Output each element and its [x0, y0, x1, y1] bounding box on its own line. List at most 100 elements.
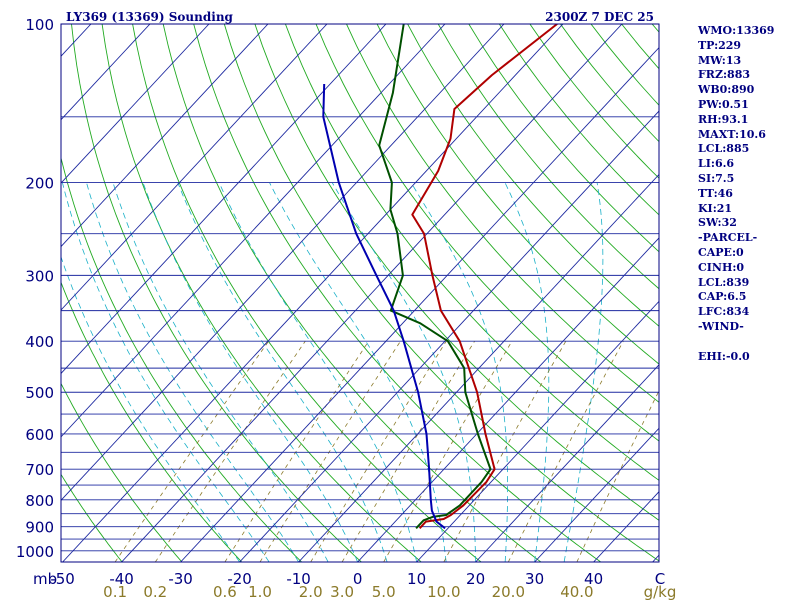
isotherm: [534, 427, 659, 562]
mixing-ratio-label: 2.0: [299, 583, 323, 600]
temperature-profile: [411, 24, 558, 529]
background-grid: [0, 24, 659, 562]
sounding-profiles: [322, 24, 558, 530]
index-item: SI:7.5: [698, 171, 735, 185]
isotherm: [61, 24, 269, 248]
mixing-ratio-unit: g/kg: [644, 583, 677, 600]
y-axis-label: mb: [33, 570, 57, 588]
moist-adiabat: [86, 182, 299, 562]
isotherm: [475, 364, 659, 562]
moist-adiabat: [504, 182, 550, 562]
index-item: TP:229: [698, 38, 742, 52]
temperature-tick-label: 20: [466, 570, 485, 588]
dry-adiabat: [315, 24, 659, 442]
index-item: -WIND-: [698, 319, 744, 333]
parcel-profile: [322, 83, 446, 530]
dry-adiabat: [132, 24, 482, 562]
isotherm: [0, 24, 32, 562]
index-item: RH:93.1: [698, 112, 749, 126]
isotherm: [239, 110, 659, 562]
mixing-ratio-label: 0.6: [213, 583, 237, 600]
index-item: KI:21: [698, 201, 733, 215]
pressure-tick-label: 100: [25, 16, 54, 34]
index-item: WMO:13369: [698, 24, 775, 37]
mixing-ratio-label: 40.0: [560, 583, 593, 600]
temperature-tick-label: -10: [286, 570, 311, 588]
dry-adiabat: [376, 24, 659, 365]
index-item: FRZ:883: [698, 68, 751, 82]
index-item: LI:6.6: [698, 157, 735, 171]
temperature-tick-label: -50: [50, 570, 75, 588]
dry-adiabat: [284, 24, 659, 481]
mixing-ratio-label: 0.1: [103, 583, 127, 600]
stability-indices-panel: WMO:13369 TP:229 MW:13 FRZ:883 WB0:890 PW:0.5…: [698, 24, 774, 364]
index-item: CINH:0: [698, 260, 745, 274]
dry-adiabat: [254, 24, 659, 521]
mixing-ratio-line: [443, 341, 567, 562]
index-item: MW:13: [698, 53, 742, 67]
dry-adiabat: [61, 281, 243, 562]
dry-adiabat: [162, 24, 542, 562]
index-item: WB0:890: [698, 83, 755, 97]
dry-adiabat: [61, 382, 183, 562]
mixing-ratio-label: 3.0: [330, 583, 354, 600]
mixing-ratio-line: [310, 340, 447, 562]
isotherm: [416, 300, 659, 562]
pressure-tick-label: 600: [25, 426, 54, 444]
moist-adiabat: [177, 182, 388, 562]
index-item: TT:46: [698, 186, 733, 200]
pressure-tick-label: 1000: [16, 543, 54, 561]
dry-adiabat: [437, 24, 659, 290]
temperature-tick-label: 40: [584, 570, 603, 588]
index-item: -PARCEL-: [698, 231, 758, 245]
dry-adiabat: [346, 24, 659, 403]
moist-adiabat: [142, 182, 358, 562]
temperature-tick-label: -20: [227, 570, 252, 588]
index-item: CAPE:0: [698, 245, 744, 259]
mixing-ratio-line: [114, 340, 269, 562]
index-item: EHI:-0.0: [698, 349, 750, 363]
mixing-ratio-label: 0.2: [143, 583, 167, 600]
temperature-unit-label: C: [655, 570, 665, 588]
chart-title: LY369 (13369) Sounding: [66, 10, 234, 24]
dry-adiabat: [223, 24, 659, 562]
mixing-ratio-label: 20.0: [492, 583, 525, 600]
dry-adiabat: [407, 24, 659, 327]
mixing-ratio-label: 5.0: [372, 583, 396, 600]
isotherm: [357, 237, 659, 562]
mixing-ratio-line: [341, 340, 475, 562]
moist-adiabat: [269, 182, 447, 562]
moist-adiabat: [112, 182, 329, 562]
isotherm: [298, 173, 659, 562]
mixing-ratio-line: [154, 340, 306, 562]
plot-frame: [60, 23, 660, 563]
index-item: LCL:885: [698, 142, 750, 156]
index-item: MAXT:10.6: [698, 127, 766, 141]
temperature-tick-label: 0: [353, 570, 363, 588]
pressure-tick-label: 200: [25, 175, 54, 193]
isotherm: [61, 24, 446, 438]
isotherm: [62, 24, 564, 562]
index-item: [698, 335, 774, 350]
mixing-ratio-label: 10.0: [427, 583, 460, 600]
temperature-tick-label: -30: [168, 570, 193, 588]
sounding-time: 2300Z 7 DEC 25: [545, 10, 654, 24]
pressure-tick-label: 500: [25, 384, 54, 402]
isotherm: [61, 24, 387, 375]
moist-adiabat: [62, 182, 270, 562]
index-item: LFC:834: [698, 305, 750, 319]
isotherm: [61, 24, 151, 121]
temperature-tick-label: 10: [407, 570, 426, 588]
dry-adiabat: [193, 24, 601, 562]
index-item: PW:0.51: [698, 97, 749, 111]
mixing-ratio-line: [507, 341, 624, 562]
mixing-ratio-label: 1.0: [248, 583, 272, 600]
temperature-tick-label: -40: [109, 570, 134, 588]
isotherm: [121, 24, 623, 562]
pressure-tick-label: 700: [25, 461, 54, 479]
index-item: LCL:839: [698, 275, 750, 289]
moist-adiabat: [331, 182, 477, 562]
dry-adiabat: [468, 24, 659, 253]
